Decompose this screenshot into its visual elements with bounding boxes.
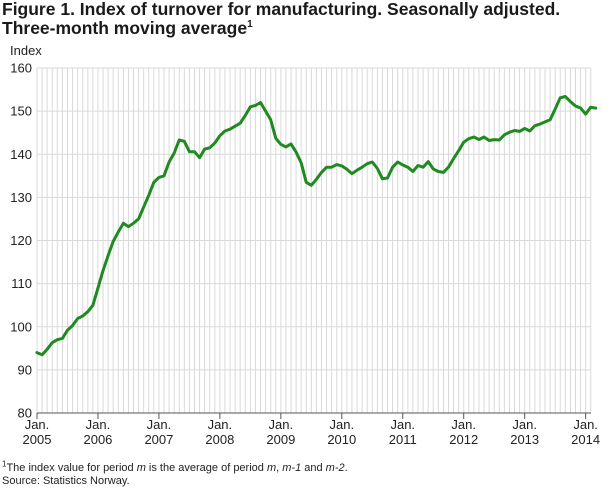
footnote-text-e: .	[344, 462, 348, 474]
footnote-text-c: ,	[276, 462, 283, 474]
y-tick-label: 110	[11, 276, 32, 291]
footnote-superscript: 1	[2, 459, 7, 469]
series-line	[35, 95, 598, 357]
footnote-m4: m-2	[325, 462, 345, 474]
line-chart: 8090100110120130140150160IndexJan.2005Ja…	[10, 43, 600, 447]
y-tick-label: 130	[10, 190, 32, 205]
y-tick-label: 140	[10, 147, 32, 162]
footnote-m2: m	[266, 462, 277, 474]
x-tick-label-year: 2011	[389, 432, 417, 447]
y-tick-label: 120	[10, 233, 32, 248]
footnote-text-a: The index value for period	[6, 462, 137, 474]
x-tick-label-month: Jan.	[86, 417, 111, 432]
chart-title-superscript: 1	[247, 19, 253, 31]
x-tick-label-month: Jan.	[451, 417, 476, 432]
x-tick-label-month: Jan.	[208, 417, 233, 432]
chart-title-line2-text: Three-month moving average	[2, 18, 248, 38]
x-tick-label-year: 2008	[205, 432, 234, 447]
y-axis-label: Index	[10, 43, 42, 58]
x-tick-label-year: 2010	[327, 432, 356, 447]
x-tick-label-year: 2006	[83, 432, 112, 447]
footnote-text-d: and	[301, 462, 326, 474]
x-tick-label-year: 2014	[571, 432, 600, 447]
x-tick-label-month: Jan.	[512, 417, 537, 432]
x-tick-label-year: 2012	[449, 432, 478, 447]
y-tick-label: 150	[10, 104, 32, 119]
y-tick-label: 160	[10, 61, 32, 76]
chart-title-line2: Three-month moving average1	[2, 19, 560, 38]
x-tick-label-month: Jan.	[25, 417, 50, 432]
x-tick-label-year: 2013	[510, 432, 539, 447]
x-tick-label-year: 2007	[144, 432, 173, 447]
chart-title: Figure 1. Index of turnover for manufact…	[2, 0, 560, 38]
footnote-m1: m	[136, 462, 146, 474]
y-tick-label: 90	[18, 362, 32, 377]
x-tick-label-month: Jan.	[147, 417, 172, 432]
source-note: Source: Statistics Norway.	[2, 475, 130, 487]
y-tick-label: 100	[10, 319, 32, 334]
x-tick-label-month: Jan.	[573, 417, 598, 432]
footnote-m3: m-1	[282, 462, 302, 474]
x-tick-label-month: Jan.	[390, 417, 415, 432]
y-tick-label: 80	[18, 406, 32, 421]
x-tick-label-month: Jan.	[269, 417, 294, 432]
x-tick-label-year: 2005	[23, 432, 52, 447]
chart-title-line1: Figure 1. Index of turnover for manufact…	[2, 0, 561, 19]
footnote: 1The index value for period m is the ave…	[2, 459, 348, 475]
footnote-text-b: is the average of period	[145, 462, 267, 474]
x-tick-label-month: Jan.	[330, 417, 355, 432]
x-tick-label-year: 2009	[266, 432, 295, 447]
